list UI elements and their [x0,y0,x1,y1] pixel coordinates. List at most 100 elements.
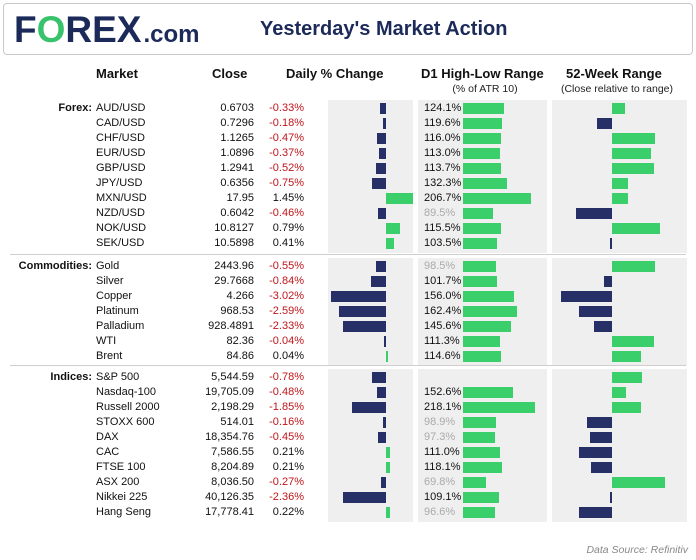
market-name: CHF/USD [96,132,145,144]
range-value: 97.3% [424,431,456,443]
daily-change-bar [386,507,391,518]
daily-change-value: -0.46% [269,207,304,219]
daily-change-bar [338,306,386,317]
close-value: 1.2941 [220,162,254,174]
week52-bar [579,447,612,458]
week52-bar [591,462,612,473]
market-name: Palladium [96,320,145,332]
range-value: 118.1% [424,461,461,473]
week52-bar [612,148,651,159]
market-name: NOK/USD [96,222,147,234]
header-banner: F O REX .com Yesterday's Market Action [3,3,693,55]
week52-bar [612,372,642,383]
close-value: 8,036.50 [211,476,254,488]
range-bar [463,193,532,204]
week52-bar [612,103,626,114]
market-name: Copper [96,290,133,302]
range-bar [463,402,535,413]
range-bar [463,133,502,144]
range-value: 156.0% [424,290,462,302]
week52-bar [579,507,612,518]
daily-change-value: -0.45% [269,431,304,443]
daily-change-bar [386,447,390,458]
range-bar [463,321,512,332]
range-bar [463,103,504,114]
week52-bar [576,208,612,219]
week52-bar [612,223,660,234]
range-value: 116.0% [424,132,461,144]
daily-change-value: -0.52% [269,162,304,174]
logo-letter-o: O [36,9,66,50]
daily-change-value: -0.27% [269,476,304,488]
market-name: GBP/USD [96,162,146,174]
market-name: Russell 2000 [96,401,160,413]
market-name: EUR/USD [96,147,146,159]
close-value: 10.5898 [214,237,254,249]
daily-change-value: -0.37% [269,147,304,159]
week52-bar [612,351,641,362]
market-name: Silver [96,275,124,287]
week52-bar [597,118,612,129]
week52-bar [612,387,627,398]
range-bar [463,261,496,272]
column-subheader-52week: (Close relative to range) [560,83,674,95]
close-value: 0.6703 [220,102,254,114]
daily-change-bar [386,238,394,249]
range-value: 109.1% [424,491,462,503]
close-value: 4.266 [226,290,254,302]
column-header-market: Market [96,66,138,81]
week52-bar [561,291,612,302]
market-name: STOXX 600 [96,416,155,428]
daily-change-value: -2.59% [269,305,304,317]
close-value: 0.6356 [220,177,254,189]
daily-change-value: 1.45% [272,192,304,204]
close-value: 1.0896 [220,147,254,159]
range-bar [463,351,501,362]
market-name: FTSE 100 [96,461,146,473]
daily-change-bar [379,103,386,114]
market-name: MXN/USD [96,192,147,204]
daily-change-value: 0.22% [272,506,304,518]
daily-change-value: 0.79% [272,222,304,234]
close-value: 8,204.89 [211,461,254,473]
daily-change-bar [386,193,413,204]
daily-change-value: -0.18% [269,117,304,129]
daily-change-bar [386,351,388,362]
range-value: 115.5% [424,222,461,234]
market-name: Platinum [96,305,139,317]
market-name: AUD/USD [96,102,146,114]
logo-suffix: .com [143,21,200,48]
daily-change-bar [352,402,386,413]
range-bar [463,387,514,398]
forex-logo[interactable]: F O REX .com [14,10,199,55]
week52-bar [612,336,654,347]
market-name: NZD/USD [96,207,145,219]
range-bar [463,336,500,347]
range-value: 98.9% [424,416,456,428]
range-bar [463,447,500,458]
week52-bar [594,321,612,332]
daily-change-bar [379,148,386,159]
market-name: Nikkei 225 [96,491,148,503]
column-header-52week: 52-Week Range [566,66,662,81]
daily-change-value: -0.47% [269,132,304,144]
daily-change-bar [381,477,386,488]
section-divider [10,365,686,366]
section-label: Indices: [50,371,92,383]
week52-bar [612,402,641,413]
week52-bar [612,193,629,204]
close-value: 29.7668 [214,275,254,287]
week52-panel [552,258,687,366]
daily-change-value: -0.55% [269,260,304,272]
daily-change-value: 0.21% [272,461,304,473]
close-value: 10.8127 [214,222,254,234]
daily-change-bar [370,276,386,287]
range-bar [463,417,496,428]
week52-bar [612,133,656,144]
section-divider [10,254,686,255]
range-value: 124.1% [424,102,462,114]
close-value: 2,198.29 [211,401,254,413]
daily-change-value: -0.78% [269,371,304,383]
column-header-close: Close [212,66,248,81]
daily-change-bar [386,223,401,234]
